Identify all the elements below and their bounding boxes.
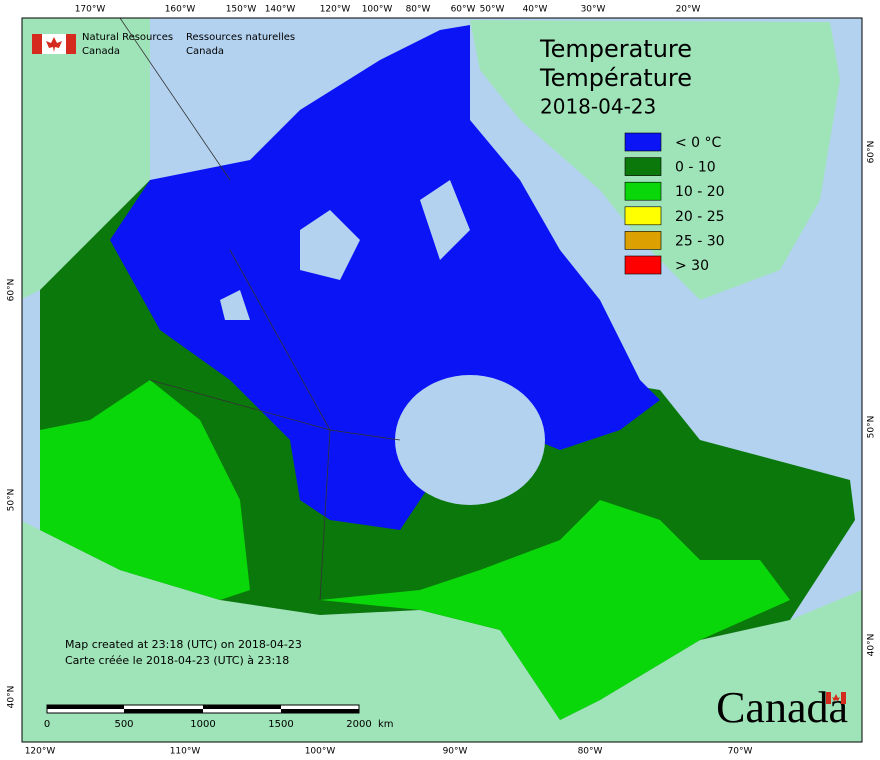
legend-label: < 0 °C <box>675 135 722 151</box>
agency-en: Canada <box>82 46 120 57</box>
graticule-label: 60°N <box>867 141 877 164</box>
legend-swatch <box>624 157 662 176</box>
region-mild <box>40 380 790 720</box>
scale-label: 1500 <box>268 719 293 730</box>
legend-label: 10 - 20 <box>675 184 725 200</box>
legend-swatch <box>624 181 662 201</box>
graticule-label: 30°W <box>581 5 606 15</box>
agency-en: Natural Resources <box>82 32 173 43</box>
graticule-label: 60°W <box>451 5 476 15</box>
channels <box>220 180 470 320</box>
scale-label: 2000 <box>346 719 371 730</box>
graticule-label: 20°W <box>676 5 701 15</box>
legend-label: 20 - 25 <box>675 209 725 225</box>
graticule-label: 50°W <box>480 5 505 15</box>
graticule-label: 80°W <box>578 747 603 757</box>
usa <box>22 521 862 742</box>
wordmark-flag <box>826 692 846 704</box>
scale-segment <box>47 705 124 709</box>
graticule-label: 90°W <box>443 747 468 757</box>
wordmark: Canada <box>716 683 848 732</box>
generated: < 0 °C 0 - 10 10 - 20 20 - 25 25 - 30 > 30 0 50… <box>7 5 877 757</box>
agency-fr: Canada <box>186 46 224 57</box>
graticule-label: 120°W <box>320 5 351 15</box>
graticule-label: 40°N <box>7 686 17 709</box>
alaska <box>22 18 150 299</box>
graticule-label: 70°W <box>728 747 753 757</box>
graticule-label: 50°N <box>867 416 877 439</box>
agency-fr: Ressources naturelles <box>186 32 295 43</box>
graticule-label: 100°W <box>305 747 336 757</box>
scale-segment <box>281 709 359 713</box>
graticule-label: 40°W <box>523 5 548 15</box>
date: 2018-04-23 <box>540 95 656 119</box>
scale-segment <box>124 709 203 713</box>
scale-unit: km <box>378 719 394 730</box>
legend-swatch <box>624 206 662 226</box>
map-body <box>22 18 862 742</box>
logo <box>32 34 76 54</box>
graticule-label: 110°W <box>170 747 201 757</box>
graticule-label: 140°W <box>265 5 296 15</box>
scale-label: 1000 <box>190 719 215 730</box>
frame <box>21 17 863 743</box>
graticule-label: 80°W <box>406 5 431 15</box>
graticule-label: 150°W <box>226 5 257 15</box>
graticule-label: 160°W <box>165 5 196 15</box>
graticule-label: 120°W <box>25 747 56 757</box>
scale-label: 0 <box>44 719 50 730</box>
title: Temperature <box>539 35 692 63</box>
legend-label: > 30 <box>675 258 709 274</box>
legend-label: 0 - 10 <box>675 160 716 176</box>
scale-segment <box>203 705 281 709</box>
hudson-bay <box>395 375 545 505</box>
credit: Map created at 23:18 (UTC) on 2018-04-23 <box>65 638 302 651</box>
graticule-label: 40°N <box>867 634 877 657</box>
borders <box>119 18 401 601</box>
scale-label: 500 <box>114 719 133 730</box>
graticule-label: 170°W <box>75 5 106 15</box>
credit: Carte créée le 2018-04-23 (UTC) à 23:18 <box>65 654 289 667</box>
legend-swatch <box>624 255 662 275</box>
legend-label: 25 - 30 <box>675 233 725 249</box>
graticule-label: 50°N <box>7 489 17 512</box>
graticule-label: 60°N <box>7 279 17 302</box>
legend-swatch <box>624 231 662 250</box>
legend-swatch <box>624 132 662 152</box>
title: Température <box>539 64 692 92</box>
graticule-label: 100°W <box>362 5 393 15</box>
